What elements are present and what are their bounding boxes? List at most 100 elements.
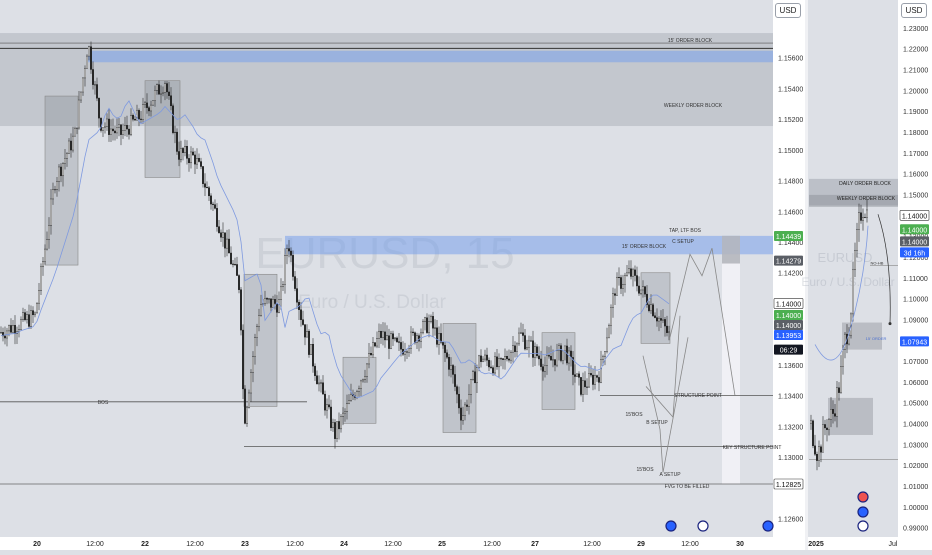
candle-body <box>472 371 475 380</box>
candle-body <box>105 118 108 127</box>
candle-body <box>221 232 224 238</box>
candle-body <box>488 360 491 368</box>
candle-body <box>266 298 269 300</box>
candle-body <box>286 248 289 256</box>
candle-body <box>20 319 23 330</box>
candle-body <box>348 400 351 404</box>
candle-body <box>468 394 471 407</box>
candle-body <box>217 226 220 233</box>
candle-body <box>442 342 445 346</box>
candle-body <box>225 238 228 249</box>
candle-body <box>606 337 609 352</box>
event-icon[interactable] <box>857 491 869 503</box>
candle-body <box>48 225 51 240</box>
event-icon[interactable] <box>697 520 709 532</box>
candle-body <box>516 343 519 352</box>
candle-series-right <box>810 199 869 471</box>
currency-button-left[interactable]: USD <box>775 3 801 18</box>
candle-body <box>67 140 70 154</box>
candle-body <box>430 316 433 322</box>
candle-body <box>69 140 72 151</box>
currency-button-right[interactable]: USD <box>901 3 927 18</box>
candle-body <box>464 404 467 416</box>
candle-body <box>594 375 597 385</box>
watermark-symbol-right: EURUSD <box>818 250 873 265</box>
candle-body <box>392 333 395 340</box>
candle-body <box>332 422 335 428</box>
candle-body <box>634 269 637 276</box>
candle-body <box>300 309 303 320</box>
candle-body <box>167 91 170 96</box>
event-icon[interactable] <box>857 506 869 518</box>
daily-order-block-zone <box>809 178 898 206</box>
candle-body <box>229 252 232 265</box>
candle-body <box>137 110 140 120</box>
time-tick-label: 12:00 <box>583 541 601 548</box>
candle-body <box>139 118 142 120</box>
candle-body <box>189 151 192 164</box>
price-tick-label-right: 1.12000 <box>903 255 928 262</box>
price-tick-label: 1.14800 <box>778 179 803 186</box>
price-badge-label: 1.14000 <box>776 323 801 330</box>
annotation-label: FVG TO BE FILLED <box>665 484 710 490</box>
candle-body <box>828 419 831 430</box>
candle-body <box>476 367 479 384</box>
annotation-label: STRUCTURE POINT <box>674 393 722 399</box>
candle-body <box>414 332 417 343</box>
candle-body <box>36 302 39 314</box>
candle-body <box>233 263 236 265</box>
candle-body <box>366 363 369 377</box>
candle-body <box>620 277 623 289</box>
candle-body <box>428 321 431 333</box>
event-icon[interactable] <box>857 520 869 532</box>
candle-body <box>424 317 427 322</box>
candle-body <box>231 263 234 265</box>
candle-body <box>434 327 437 329</box>
candle-body <box>498 358 501 368</box>
candle-body <box>85 55 88 69</box>
projection-end-dot <box>888 322 892 326</box>
time-tick-label: 30 <box>736 541 744 548</box>
event-icon[interactable] <box>665 520 677 532</box>
candle-body <box>556 350 559 366</box>
candle-body <box>436 327 439 345</box>
annotation-label-right: 15' ORDER <box>866 336 887 341</box>
candle-body <box>836 387 839 417</box>
highlight-box <box>44 95 79 266</box>
candle-body <box>143 102 146 105</box>
candle-body <box>860 212 863 221</box>
candle-body <box>46 239 49 250</box>
candle-body <box>336 421 339 439</box>
candle-body <box>542 366 545 372</box>
candle-body <box>832 409 835 414</box>
candle-body <box>292 255 295 277</box>
candle-body <box>316 375 319 385</box>
candle-body <box>444 344 447 353</box>
candle-body <box>854 250 857 271</box>
watermark-name: Euro / U.S. Dollar <box>298 292 446 313</box>
candle-body <box>440 333 443 343</box>
candle-body <box>358 388 361 392</box>
price-tick-label-right: 1.01000 <box>903 484 928 491</box>
candle-body <box>450 365 453 370</box>
candle-body <box>382 331 385 338</box>
candle-body <box>398 341 401 343</box>
time-tick-label: 12:00 <box>186 541 204 548</box>
candle-body <box>662 319 665 321</box>
candle-body <box>161 92 164 94</box>
candle-body <box>582 380 585 395</box>
candle-body <box>490 366 493 368</box>
highlight-box <box>243 273 278 407</box>
candle-body <box>534 346 537 358</box>
candle-body <box>183 146 186 153</box>
candle-body <box>145 102 148 108</box>
candle-body <box>26 314 29 320</box>
event-icon[interactable] <box>762 520 774 532</box>
time-tick-label: 12:00 <box>286 541 304 548</box>
candle-body <box>163 83 166 93</box>
candle-body <box>364 376 367 380</box>
price-badge-right <box>900 224 929 235</box>
price-badge-right <box>900 236 929 247</box>
